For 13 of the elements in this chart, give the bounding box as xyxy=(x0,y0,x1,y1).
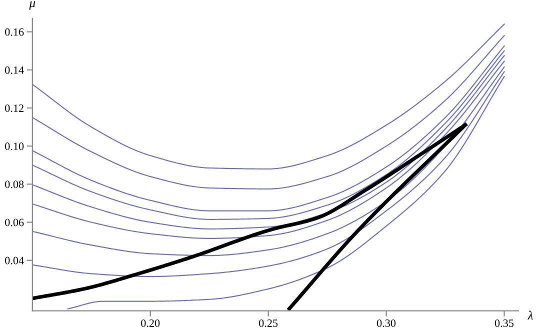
y-tick-label: 0.08 xyxy=(5,180,24,188)
y-tick-label: 0.16 xyxy=(5,28,24,36)
x-tick-label: 0.35 xyxy=(494,319,514,327)
x-axis-title: λ xyxy=(528,310,533,320)
y-axis-title: μ xyxy=(29,1,36,10)
y-tick-label: 0.10 xyxy=(5,142,24,150)
y-tick-label: 0.06 xyxy=(5,218,24,226)
y-tick-label: 0.12 xyxy=(5,104,24,112)
x-tick-label: 0.30 xyxy=(376,319,396,327)
x-tick-label: 0.20 xyxy=(141,319,160,327)
y-tick-label: 0.14 xyxy=(5,66,24,74)
y-tick-label: 0.04 xyxy=(5,256,24,264)
x-tick-label: 0.25 xyxy=(259,319,278,327)
